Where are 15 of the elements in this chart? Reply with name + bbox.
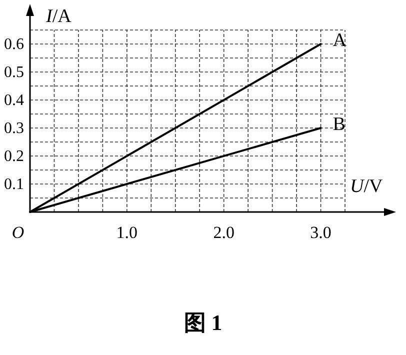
y-tick-label: 0.2 xyxy=(4,148,24,165)
y-tick-label: 0.5 xyxy=(4,64,24,81)
y-axis-title: I/A xyxy=(45,6,72,27)
text: 图 1 xyxy=(184,310,222,335)
x-tick-label: 1.0 xyxy=(116,223,138,242)
x-tick-label: O xyxy=(12,223,24,242)
series-label: B xyxy=(332,114,346,135)
y-tick-label: 0.3 xyxy=(4,120,24,137)
x-axis-title: U/V xyxy=(350,176,384,197)
x-tick-label: 2.0 xyxy=(213,223,234,242)
x-tick-label: 3.0 xyxy=(310,223,332,242)
y-tick-label: 0.1 xyxy=(4,176,24,193)
y-tick-label: 0.4 xyxy=(4,92,24,109)
series-label: A xyxy=(332,30,347,51)
y-tick-label: 0.6 xyxy=(4,36,24,53)
